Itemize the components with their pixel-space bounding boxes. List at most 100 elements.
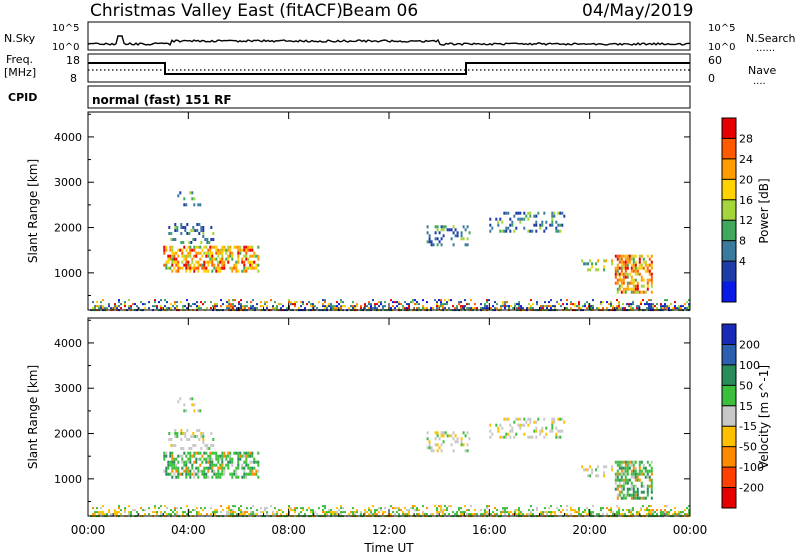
velocity-echo-cell	[513, 420, 516, 424]
velocity-echo-cell	[390, 513, 392, 516]
velocity-echo-cell	[104, 513, 106, 516]
velocity-echo-cell	[221, 451, 224, 455]
power-echo-cell	[532, 307, 534, 310]
velocity-echo-cell	[278, 509, 280, 512]
velocity-echo-cell	[211, 463, 214, 467]
velocity-echo-cell	[506, 507, 508, 510]
velocity-echo-cell	[240, 513, 242, 516]
velocity-echo-cell	[426, 431, 429, 435]
velocity-echo-cell	[245, 460, 248, 464]
power-echo-cell	[257, 254, 260, 258]
velocity-echo-cell	[227, 451, 230, 455]
velocity-echo-cell	[652, 511, 654, 514]
velocity-echo-cell	[209, 466, 212, 470]
power-echo-cell	[646, 281, 649, 285]
power-echo-cell	[352, 301, 354, 304]
power-echo-cell	[442, 305, 444, 308]
power-echo-cell	[512, 307, 514, 310]
power-echo-cell	[668, 305, 670, 308]
power-echo-cell	[253, 254, 256, 258]
velocity-echo-cell	[618, 472, 621, 476]
power-echo-cell	[396, 301, 398, 304]
power-echo-cell	[177, 248, 180, 252]
power-echo-cell	[578, 301, 580, 304]
power-echo-cell	[458, 301, 460, 304]
velocity-ytick-label: 1000	[54, 473, 82, 486]
velocity-echo-cell	[632, 487, 635, 491]
power-echo-cell	[231, 257, 234, 261]
velocity-echo-cell	[188, 447, 191, 450]
power-echo-cell	[446, 303, 448, 306]
power-echo-cell	[164, 305, 166, 308]
velocity-echo-cell	[588, 513, 590, 516]
power-echo-cell	[632, 284, 635, 288]
power-echo-cell	[640, 254, 643, 258]
power-echo-cell	[191, 266, 194, 270]
velocity-echo-cell	[400, 509, 402, 512]
velocity-echo-cell	[632, 472, 635, 476]
velocity-echo-cell	[616, 469, 619, 473]
power-echo-cell	[243, 254, 246, 258]
power-echo-cell	[152, 305, 154, 308]
power-echo-cell	[142, 303, 144, 306]
power-echo-cell	[549, 223, 552, 227]
power-echo-cell	[203, 269, 206, 273]
power-echo-cell	[342, 301, 344, 304]
power-echo-cell	[276, 307, 278, 310]
power-echo-cell	[219, 257, 222, 261]
velocity-echo-cell	[173, 460, 176, 464]
velocity-echo-cell	[632, 466, 635, 470]
power-echo-cell	[646, 278, 649, 282]
power-echo-cell	[294, 301, 296, 304]
velocity-echo-cell	[140, 507, 142, 510]
power-echo-cell	[630, 305, 632, 308]
velocity-echo-cell	[688, 505, 690, 508]
power-echo-cell	[460, 237, 463, 241]
velocity-echo-cell	[511, 426, 514, 430]
power-echo-cell	[616, 272, 619, 276]
power-echo-cell	[640, 278, 643, 282]
velocity-echo-cell	[688, 511, 690, 514]
velocity-echo-cell	[234, 511, 236, 514]
power-echo-cell	[422, 299, 424, 302]
power-echo-cell	[636, 307, 638, 310]
velocity-echo-cell	[223, 451, 226, 455]
power-echo-cell	[470, 307, 472, 310]
power-echo-cell	[664, 299, 666, 302]
power-echo-cell	[532, 303, 534, 306]
power-echo-cell	[624, 290, 627, 294]
power-echo-cell	[250, 305, 252, 308]
velocity-colorbar-label: -200	[739, 482, 764, 495]
velocity-echo-cell	[183, 463, 186, 467]
velocity-echo-cell	[164, 505, 166, 508]
velocity-echo-cell	[181, 460, 184, 464]
power-echo-cell	[626, 272, 629, 276]
velocity-echo-cell	[202, 432, 205, 435]
velocity-echo-cell	[561, 429, 564, 433]
power-echo-cell	[634, 263, 637, 267]
velocity-echo-cell	[646, 507, 648, 510]
velocity-echo-cell	[480, 513, 482, 516]
velocity-echo-cell	[640, 496, 643, 500]
velocity-echo-cell	[468, 437, 471, 441]
velocity-echo-cell	[124, 509, 126, 512]
power-echo-cell	[288, 301, 290, 304]
velocity-echo-cell	[229, 451, 232, 455]
velocity-echo-cell	[533, 429, 536, 433]
velocity-echo-cell	[134, 509, 136, 512]
power-echo-cell	[620, 257, 623, 261]
velocity-echo-cell	[190, 435, 193, 438]
power-echo-cell	[177, 194, 180, 198]
power-echo-cell	[170, 232, 173, 235]
velocity-echo-cell	[650, 511, 652, 514]
power-echo-cell	[578, 307, 580, 310]
power-echo-cell	[276, 305, 278, 308]
power-echo-cell	[207, 248, 210, 252]
velocity-echo-cell	[448, 513, 450, 516]
power-echo-cell	[648, 272, 651, 276]
power-echo-cell	[247, 245, 250, 249]
velocity-ytick-label: 4000	[54, 337, 82, 350]
power-echo-cell	[187, 260, 190, 264]
power-echo-cell	[507, 226, 510, 230]
